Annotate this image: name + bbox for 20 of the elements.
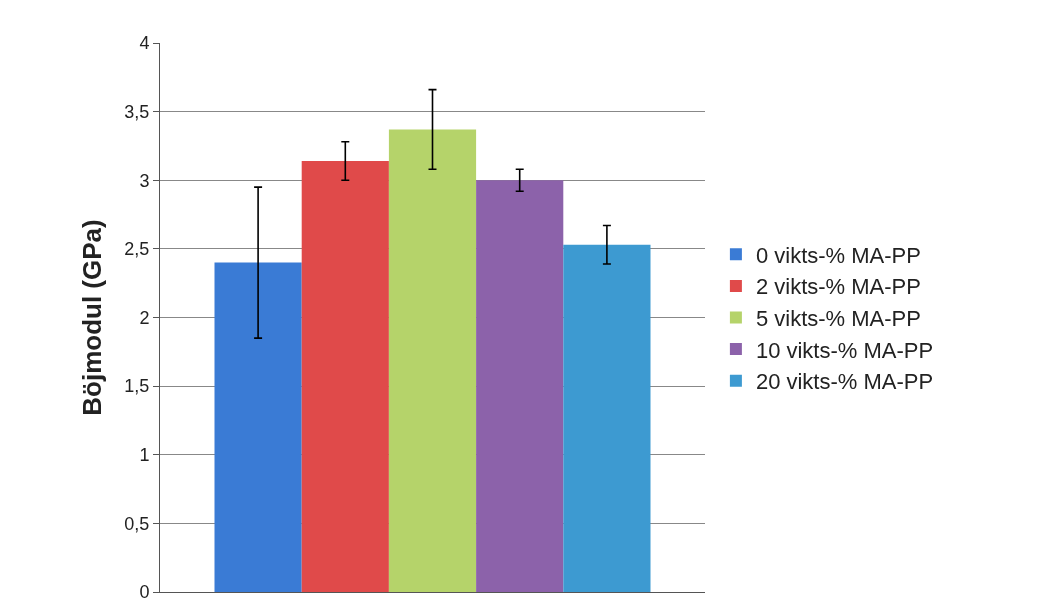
bar xyxy=(563,244,651,592)
y-tick-label: 2 xyxy=(139,307,150,328)
y-tick-label: 3 xyxy=(139,170,150,191)
y-tick-label: 0 xyxy=(139,582,150,603)
y-axis-title: Böjmodul (GPa) xyxy=(76,219,107,416)
bar xyxy=(214,262,302,592)
bar xyxy=(388,129,477,592)
legend-label: 10 vikts-% MA-PP xyxy=(755,337,934,363)
bar xyxy=(301,161,389,592)
y-tick-label: 1 xyxy=(139,445,150,466)
legend-label: 5 vikts-% MA-PP xyxy=(755,306,921,332)
legend-label: 2 vikts-% MA-PP xyxy=(755,274,921,300)
legend-label: 0 vikts-% MA-PP xyxy=(755,242,921,268)
y-tick-label: 1,5 xyxy=(124,376,150,397)
bar xyxy=(476,180,564,592)
y-tick-label: 3,5 xyxy=(124,101,150,122)
y-tick-label: 0,5 xyxy=(124,513,150,534)
legend-label: 20 vikts-% MA-PP xyxy=(755,369,934,395)
y-tick-label: 4 xyxy=(139,33,150,54)
y-tick-label: 2,5 xyxy=(124,239,150,260)
